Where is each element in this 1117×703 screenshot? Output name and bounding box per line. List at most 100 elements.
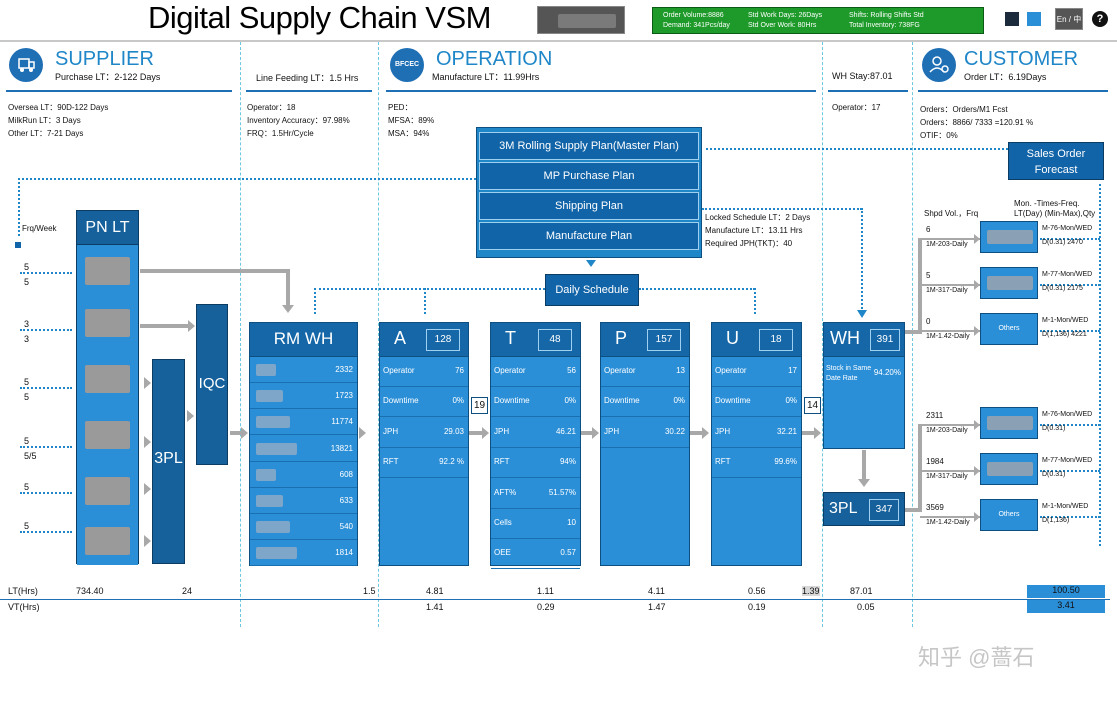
wh-stock-value: 94.20% [873,368,901,377]
vt-value: 1.41 [426,602,444,612]
material-flow-arrow [918,238,922,334]
metric-row: Cells 10 [491,509,580,539]
process-p-count: 157 [647,329,681,351]
rm-wh-qty: 1723 [335,391,353,401]
kpi-order-volume: Order Volume:8886 [663,12,724,19]
mp-purchase-plan-button[interactable]: MP Purchase Plan [479,162,699,190]
monthly-frequency: M-1-Mon/WED [1042,503,1089,510]
metric-label: JPH [383,426,399,436]
monthly-frequency: M-76-Mon/WED [1042,411,1093,418]
iqc-label: IQC [198,375,226,392]
section-divider [240,42,241,627]
daily-schedule-button[interactable]: Daily Schedule [545,274,639,306]
info-flow-line [706,148,1008,150]
vt-total: 3.41 [1027,600,1105,613]
metric-label: Downtime [494,396,530,406]
tpl-outbound-count: 347 [869,499,899,521]
metric-label: Operator [715,366,747,375]
rm-wh-qty: 2332 [335,365,353,374]
dark-theme-button[interactable] [1005,12,1019,26]
lead-time-qty: D(0.31) 2175 [1042,285,1083,292]
material-flow-arrow [905,330,919,334]
arrow-right-icon [144,436,151,448]
help-icon[interactable]: ? [1092,11,1108,27]
metric-value: 17 [788,366,797,375]
material-flow-arrow [581,431,593,435]
material-flow-arrow [920,470,982,472]
shipped-qty: 0 [926,317,931,326]
kpi-shifts: Shifts: Rolling Shifts Std [849,12,924,19]
customer-title: CUSTOMER [964,48,1079,70]
metric-value: 46.21 [555,426,576,436]
sales-order-forecast-button[interactable]: Sales Order Forecast [1008,142,1104,180]
material-flow-arrow [920,516,982,518]
kpi-std-over-work: Std Over Work: 80Hrs [748,22,817,29]
process-p-letter: P [615,328,628,348]
lead-time-qty: D(0.31) [1042,425,1066,432]
header-divider [0,40,1117,42]
shipped-qty: 3569 [926,503,944,512]
lt-span-arrow [246,90,372,92]
material-flow-arrow [920,424,982,426]
arrow-down-icon [586,260,596,267]
material-flow-arrow [862,450,866,480]
lt-value: 4.11 [648,586,665,596]
ship-frequency: 1M-1.42-Daily [926,333,970,340]
metric-row: RFT 99.6% [712,448,801,479]
vt-label: VT(Hrs) [8,602,40,612]
metric-value: 76 [455,366,464,375]
rm-wh-row: 2332 [250,357,357,383]
metric-value: 56 [567,366,576,375]
metric-value: 99.6% [774,457,797,467]
line-feeding-frq: FRQ：1.5Hr/Cycle [247,129,314,138]
ped: PED： [388,103,413,112]
lead-time-qty: D(0.31) [1042,471,1066,478]
info-flow-line [1040,424,1100,426]
blurred-part-number [256,416,290,429]
shipping-plan-button[interactable]: Shipping Plan [479,192,699,220]
info-flow-line [639,288,755,290]
process-u-count: 18 [759,329,793,351]
metric-label: Downtime [715,396,751,406]
arrow-right-icon [188,320,195,332]
freq-label: 3 [24,319,30,329]
plan-panel: 3M Rolling Supply Plan(Master Plan) MP P… [476,127,702,258]
language-button[interactable]: En / 中 [1055,8,1083,30]
line-feeding-title: Line Feeding LT：1.5 Hrs [256,73,359,83]
blue-theme-button[interactable] [1027,12,1041,26]
rm-wh-qty: 1814 [335,548,353,558]
vt-value: 1.47 [648,602,666,612]
info-flow-line [1099,184,1101,546]
metric-label: OEE [494,548,511,558]
metric-label: Downtime [604,396,640,406]
wh-stay-title: WH Stay:87.01 [832,71,893,81]
rm-wh-row: 1723 [250,383,357,410]
freq-label: 5 [24,392,30,402]
lt-value: 4.81 [426,586,444,596]
info-flow-line [1040,330,1100,332]
line-feeding-operator: Operator：18 [247,103,296,112]
supply-flow-line [20,492,72,494]
supply-flow-line [20,531,72,533]
material-flow-arrow [905,508,919,512]
monthly-frequency: M-77-Mon/WED [1042,457,1093,464]
ship-frequency: 1M-317-Daily [926,287,968,294]
manufacture-plan-button[interactable]: Manufacture Plan [479,222,699,250]
info-flow-line [424,288,426,314]
process-u-box: U 18 Operator 17 Downtime 0% JPH 32.21 RFT 99.6% [711,322,802,566]
wh-count: 391 [870,329,900,351]
material-flow-arrow [140,324,188,328]
master-plan-button[interactable]: 3M Rolling Supply Plan(Master Plan) [479,132,699,160]
tpl-inbound-box: 3PL [152,359,185,564]
tpl-outbound-label: 3PL [829,500,858,517]
metric-row: Operator 56 [491,357,580,387]
section-divider [912,42,913,627]
date-selector[interactable] [537,6,625,34]
shpd-vol-header: Shpd Vol.，Frq [924,209,979,218]
arrow-right-icon [359,427,366,439]
metric-label: AFT% [494,487,517,497]
metric-row: RFT 94% [491,448,580,479]
metric-value: 0.57 [560,548,576,558]
metric-label: RFT [494,457,510,467]
arrow-right-icon [241,427,248,439]
